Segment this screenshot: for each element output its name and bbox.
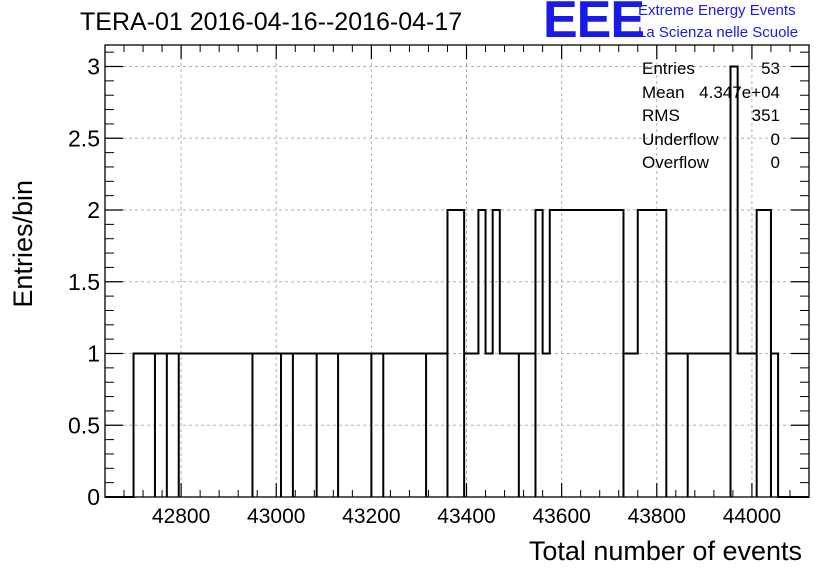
stat-rms: RMS 351 <box>642 106 780 130</box>
y-tick-label: 1 <box>87 341 100 367</box>
x-tick-label: 43600 <box>532 505 590 528</box>
y-tick-label: 0.5 <box>68 412 100 438</box>
logo-line-2: La Scienza nelle Scuole <box>638 24 799 41</box>
stats-box: Entries 53 Mean 4.347e+04 RMS 351 Underf… <box>642 59 780 177</box>
x-tick-label: 44000 <box>723 505 781 528</box>
stat-overflow-label: Overflow <box>642 153 710 172</box>
stat-underflow-label: Underflow <box>642 129 719 149</box>
x-tick-label: 43200 <box>342 505 400 528</box>
chart-title: TERA-01 2016-04-16--2016-04-17 <box>80 8 463 36</box>
axis-ticks <box>104 45 810 498</box>
stat-underflow: Underflow 0 <box>642 130 780 154</box>
eee-logo-mark: EEE <box>543 0 645 49</box>
y-tick-label: 1.5 <box>68 269 100 295</box>
stat-rms-value: 351 <box>751 106 780 125</box>
plot-frame <box>104 44 810 498</box>
histogram-bin <box>666 354 680 497</box>
tick-labels: 42800 43000 43200 43400 43600 43800 44000 0 0.5 1… <box>68 54 781 528</box>
stat-mean-label: Mean <box>642 82 685 102</box>
y-tick-label: 0 <box>87 484 100 510</box>
stat-entries-value: 53 <box>761 59 780 78</box>
histogram-outline <box>105 65 809 498</box>
x-axis-label: Total number of events <box>528 536 802 566</box>
stat-mean-value: 4.347e+04 <box>699 82 780 102</box>
x-tick-label: 43400 <box>437 505 495 528</box>
logo-line-1: Extreme Energy Events <box>638 2 796 19</box>
histogram-bin <box>252 354 266 497</box>
stat-rms-label: RMS <box>642 106 680 125</box>
stat-overflow: Overflow 0 <box>642 153 780 177</box>
y-tick-label: 2 <box>87 197 100 223</box>
y-tick-label: 2.5 <box>68 125 100 151</box>
y-axis-label: Entries/bin <box>8 180 38 308</box>
x-tick-label: 43800 <box>628 505 686 528</box>
x-tick-label: 42800 <box>152 505 210 528</box>
stat-mean: Mean 4.347e+04 <box>642 83 780 107</box>
stat-entries: Entries 53 <box>642 59 780 83</box>
stat-overflow-value: 0 <box>770 153 780 172</box>
x-tick-label: 43000 <box>247 505 305 528</box>
stat-underflow-value: 0 <box>770 129 780 149</box>
y-tick-label: 3 <box>87 54 100 80</box>
stat-entries-label: Entries <box>642 59 695 78</box>
